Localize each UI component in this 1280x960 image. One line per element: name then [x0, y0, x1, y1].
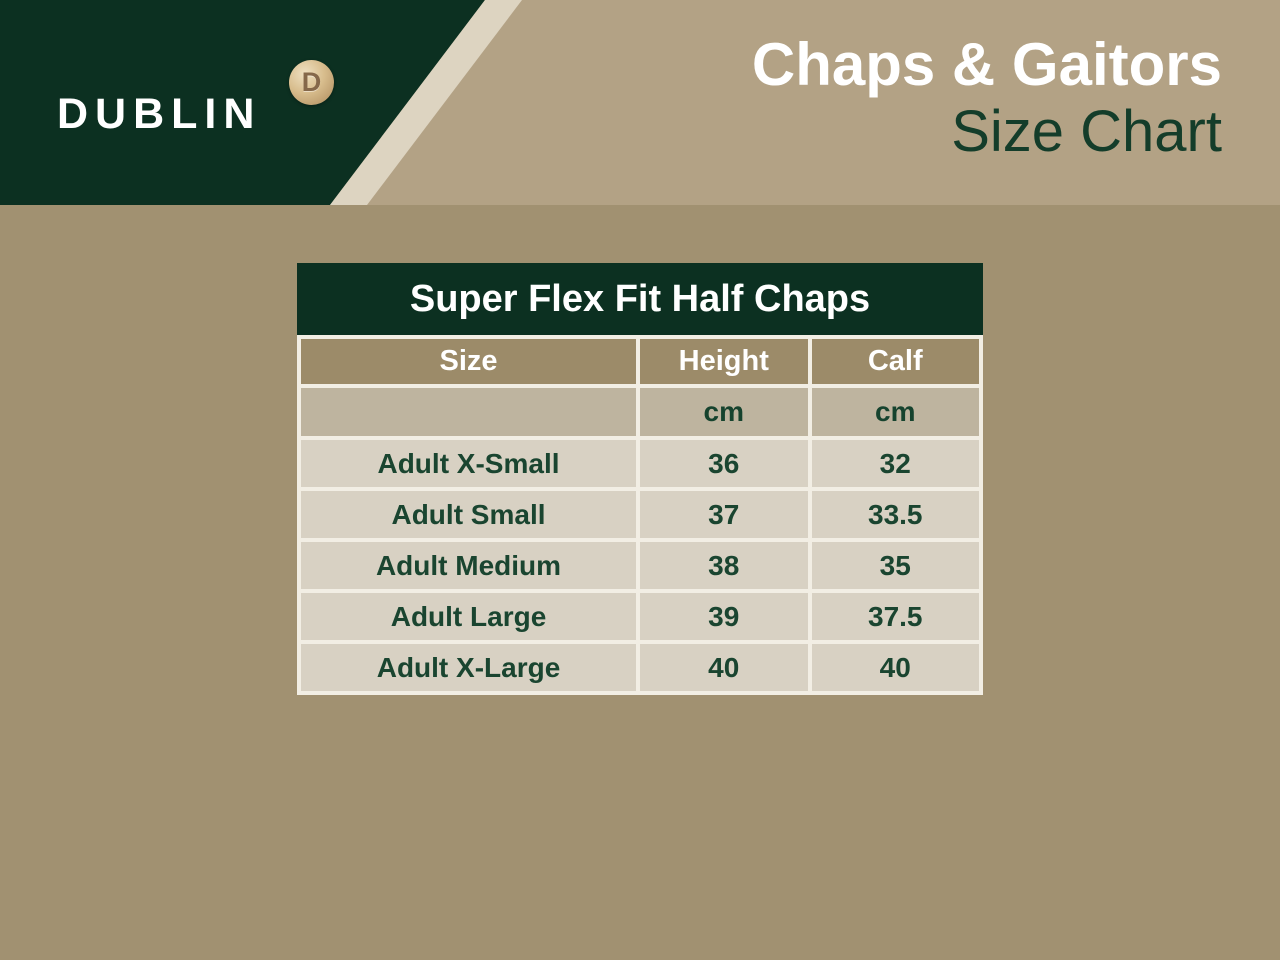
size-cell: Adult X-Small — [301, 440, 636, 487]
page-title-line2: Size Chart — [951, 99, 1222, 164]
size-cell: Adult Large — [301, 593, 636, 640]
brand-badge-icon: D — [289, 60, 334, 105]
table-title: Super Flex Fit Half Chaps — [297, 263, 983, 335]
brand-logo: DUBLIN — [57, 90, 262, 138]
calf-cell: 40 — [811, 644, 979, 691]
height-cell: 39 — [640, 593, 808, 640]
column-header-height: Height — [640, 339, 808, 384]
column-header-size: Size — [301, 339, 636, 384]
height-cell: 37 — [640, 491, 808, 538]
size-cell: Adult X-Large — [301, 644, 636, 691]
column-header-calf: Calf — [811, 339, 979, 384]
calf-cell: 32 — [811, 440, 979, 487]
size-chart-table: Super Flex Fit Half Chaps Size Height Ca… — [297, 263, 983, 695]
table-row: Adult Small 37 33.5 — [301, 491, 979, 538]
size-cell: Adult Medium — [301, 542, 636, 589]
calf-cell: 33.5 — [811, 491, 979, 538]
brand-badge-letter: D — [301, 67, 322, 97]
table-header-row: Size Height Calf — [301, 339, 979, 384]
units-height-cell: cm — [640, 388, 808, 436]
calf-cell: 35 — [811, 542, 979, 589]
header-band: DUBLIN D Chaps & Gaitors Size Chart — [0, 0, 1280, 205]
height-cell: 38 — [640, 542, 808, 589]
table-body: Size Height Calf cm cm Adult X-Small 36 … — [297, 335, 983, 695]
size-cell: Adult Small — [301, 491, 636, 538]
page-title-line1: Chaps & Gaitors — [751, 31, 1222, 98]
table-row: Adult Large 39 37.5 — [301, 593, 979, 640]
table-row: Adult X-Small 36 32 — [301, 440, 979, 487]
units-calf-cell: cm — [811, 388, 979, 436]
calf-cell: 37.5 — [811, 593, 979, 640]
height-cell: 40 — [640, 644, 808, 691]
units-size-cell — [301, 388, 636, 436]
table-row: Adult Medium 38 35 — [301, 542, 979, 589]
height-cell: 36 — [640, 440, 808, 487]
units-row: cm cm — [301, 388, 979, 436]
table-row: Adult X-Large 40 40 — [301, 644, 979, 691]
page-title: Chaps & Gaitors Size Chart — [752, 34, 1222, 163]
